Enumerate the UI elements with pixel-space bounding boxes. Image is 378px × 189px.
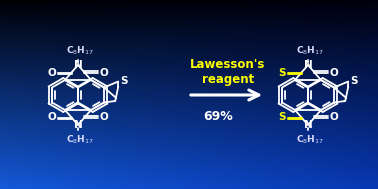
Text: S: S	[120, 75, 128, 85]
Text: O: O	[47, 67, 56, 77]
Text: S: S	[279, 112, 286, 122]
Text: O: O	[100, 112, 109, 122]
Text: S: S	[350, 75, 358, 85]
Text: S: S	[279, 67, 286, 77]
Text: C$_8$H$_{17}$: C$_8$H$_{17}$	[296, 133, 324, 146]
Text: C$_8$H$_{17}$: C$_8$H$_{17}$	[66, 133, 94, 146]
Text: O: O	[330, 112, 339, 122]
Text: N: N	[74, 120, 82, 130]
Text: N: N	[304, 120, 312, 130]
Text: N: N	[74, 60, 82, 70]
Text: N: N	[304, 60, 312, 70]
Text: 69%: 69%	[203, 111, 233, 123]
Text: O: O	[47, 112, 56, 122]
Text: O: O	[330, 67, 339, 77]
Text: O: O	[100, 67, 109, 77]
Text: C$_8$H$_{17}$: C$_8$H$_{17}$	[66, 44, 94, 57]
Text: Lawesson's
reagent: Lawesson's reagent	[190, 58, 266, 86]
Text: C$_8$H$_{17}$: C$_8$H$_{17}$	[296, 44, 324, 57]
